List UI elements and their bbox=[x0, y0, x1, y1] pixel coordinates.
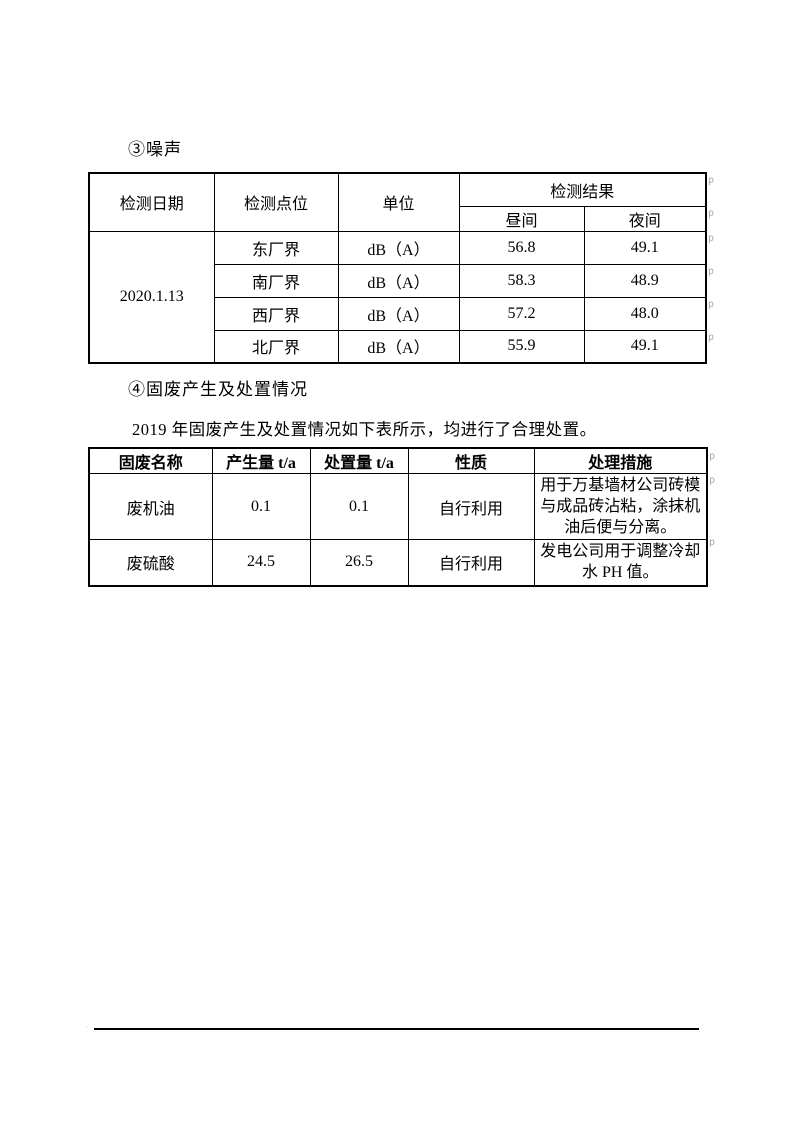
table-row: 废机油 0.1 0.1 自行利用 用于万基墙材公司砖模与成品砖沾粘，涂抹机油后便… bbox=[88, 473, 708, 540]
table-row: 南厂界 dB（A） 58.3 48.9 bbox=[89, 263, 707, 298]
noise-cell-day: 56.8 bbox=[458, 230, 585, 265]
noise-cell-day: 55.9 bbox=[458, 329, 585, 364]
waste-cell-nature: 自行利用 bbox=[407, 539, 535, 586]
paragraph-mark-icon: p bbox=[708, 266, 715, 277]
waste-header-disposed: 处置量 t/a bbox=[309, 447, 409, 474]
noise-cell-night: 49.1 bbox=[583, 329, 707, 364]
noise-cell-day: 58.3 bbox=[458, 263, 585, 298]
waste-cell-disposed: 0.1 bbox=[309, 473, 409, 540]
noise-header-point: 检测点位 bbox=[213, 172, 339, 232]
table-row: 废硫酸 24.5 26.5 自行利用 发电公司用于调整冷却水 PH 值。 bbox=[88, 539, 708, 586]
waste-header-produced: 产生量 t/a bbox=[211, 447, 311, 474]
waste-cell-produced: 0.1 bbox=[211, 473, 311, 540]
noise-cell-point: 东厂界 bbox=[213, 230, 339, 265]
waste-cell-name: 废硫酸 bbox=[88, 539, 213, 586]
noise-cell-night: 49.1 bbox=[583, 230, 707, 265]
table-row: 北厂界 dB（A） 55.9 49.1 bbox=[89, 329, 707, 364]
table-row: 2020.1.13 东厂界 dB（A） 56.8 49.1 bbox=[88, 230, 707, 364]
paragraph-mark-icon: p bbox=[708, 175, 715, 186]
noise-header-date: 检测日期 bbox=[88, 172, 215, 232]
section-solid-waste-heading: ④固废产生及处置情况 bbox=[128, 380, 308, 399]
noise-cell-night: 48.0 bbox=[583, 296, 707, 331]
noise-cell-unit: dB（A） bbox=[337, 230, 460, 265]
paragraph-mark-icon: p bbox=[709, 475, 716, 486]
noise-cell-day: 57.2 bbox=[458, 296, 585, 331]
paragraph-mark-icon: p bbox=[708, 233, 715, 244]
waste-cell-name: 废机油 bbox=[88, 473, 213, 540]
footer-line-end-mark: · bbox=[701, 1021, 704, 1030]
waste-cell-measure: 用于万基墙材公司砖模与成品砖沾粘，涂抹机油后便与分离。 bbox=[533, 473, 708, 540]
noise-cell-point: 北厂界 bbox=[213, 329, 339, 364]
noise-table: 检测日期 检测点位 单位 检测结果 昼间 夜间 2020.1.13 东厂界 dB… bbox=[88, 172, 708, 364]
paragraph-mark-icon: p bbox=[709, 451, 716, 462]
noise-cell-unit: dB（A） bbox=[337, 296, 460, 331]
paragraph-mark-icon: p bbox=[708, 299, 715, 310]
table-row: 西厂界 dB（A） 57.2 48.0 bbox=[89, 296, 707, 331]
noise-header-unit: 单位 bbox=[337, 172, 460, 232]
solid-waste-table: 固废名称 产生量 t/a 处置量 t/a 性质 处理措施 废机油 0.1 0.1… bbox=[88, 447, 708, 587]
waste-header-measure: 处理措施 bbox=[533, 447, 708, 474]
waste-cell-disposed: 26.5 bbox=[309, 539, 409, 586]
paragraph-mark-icon: p bbox=[708, 332, 715, 343]
paragraph-mark-icon: p bbox=[708, 208, 715, 219]
noise-header-result: 检测结果 bbox=[458, 172, 707, 207]
noise-cell-point: 西厂界 bbox=[213, 296, 339, 331]
waste-cell-produced: 24.5 bbox=[211, 539, 311, 586]
waste-header-name: 固废名称 bbox=[88, 447, 213, 474]
noise-cell-unit: dB（A） bbox=[337, 329, 460, 364]
noise-header-night: 夜间 bbox=[583, 205, 707, 232]
paragraph-mark-icon: p bbox=[709, 537, 716, 548]
noise-cell-night: 48.9 bbox=[583, 263, 707, 298]
waste-cell-nature: 自行利用 bbox=[407, 473, 535, 540]
noise-cell-point: 南厂界 bbox=[213, 263, 339, 298]
solid-waste-paragraph: 2019 年固废产生及处置情况如下表所示，均进行了合理处置。 bbox=[132, 420, 597, 439]
footer-divider-line bbox=[94, 1028, 699, 1030]
footer-line-end-mark: · bbox=[86, 1023, 89, 1032]
section-noise-heading: ③噪声 bbox=[128, 140, 182, 159]
noise-cell-date: 2020.1.13 bbox=[88, 230, 215, 364]
waste-header-nature: 性质 bbox=[407, 447, 535, 474]
noise-header-day: 昼间 bbox=[458, 205, 585, 232]
waste-cell-measure: 发电公司用于调整冷却水 PH 值。 bbox=[533, 539, 708, 586]
noise-cell-unit: dB（A） bbox=[337, 263, 460, 298]
